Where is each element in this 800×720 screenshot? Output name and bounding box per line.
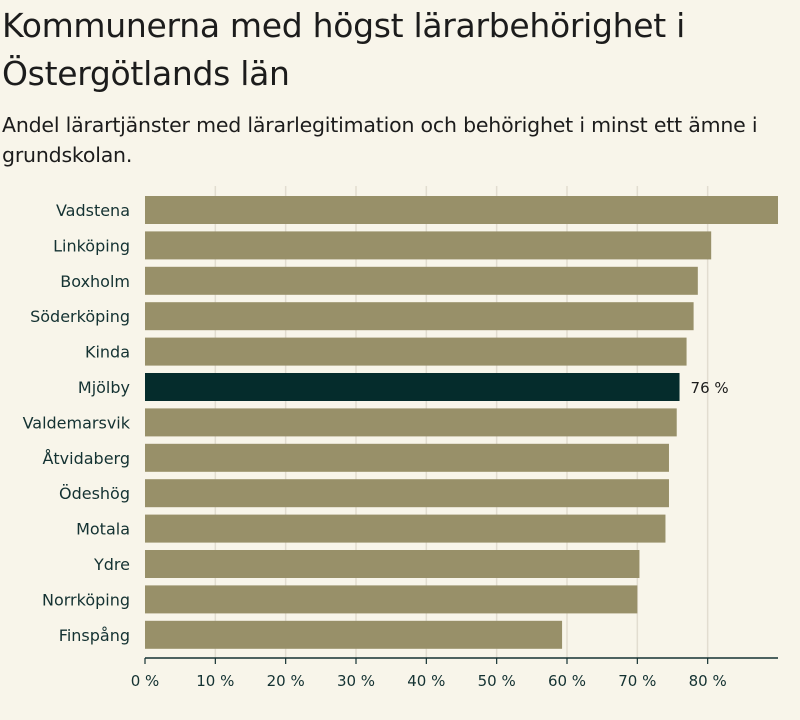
chart-title: Kommunerna med högst lärarbehörighet i Ö… — [2, 6, 685, 93]
category-label-finspang: Finspång — [59, 626, 130, 645]
category-label-linkoping: Linköping — [53, 236, 130, 255]
bar-mjolby — [145, 373, 680, 401]
x-tick-label: 20 % — [267, 672, 305, 690]
x-tick-label: 60 % — [548, 672, 586, 690]
bars — [145, 196, 778, 649]
x-tick-label: 80 % — [689, 672, 727, 690]
bar-valdemarsvik — [145, 408, 677, 437]
bar-atvidaberg — [145, 443, 669, 472]
bar-odeshog — [145, 479, 669, 508]
x-tick-label: 10 % — [196, 672, 234, 690]
category-label-norrkoping: Norrköping — [42, 590, 130, 609]
value-labels: 76 % — [691, 379, 729, 397]
bar-linkoping — [145, 231, 712, 260]
value-label-mjolby: 76 % — [691, 379, 729, 397]
category-label-boxholm: Boxholm — [60, 272, 130, 291]
bar-boxholm — [145, 266, 698, 295]
bar-motala — [145, 514, 666, 543]
category-label-vadstena: Vadstena — [56, 201, 130, 220]
x-axis: 0 % 10 % 20 % 30 % 40 % 50 % 60 % 70 % 80 % — [131, 657, 778, 690]
x-tick-label: 70 % — [618, 672, 656, 690]
chart-subtitle: Andel lärartjänster med lärarlegitimatio… — [2, 113, 758, 167]
category-label-odeshog: Ödeshög — [59, 484, 130, 503]
category-label-soderkoping: Söderköping — [30, 307, 130, 326]
bar-norrkoping — [145, 585, 638, 614]
x-tick-label: 0 % — [131, 672, 160, 690]
bar-finspang — [145, 620, 563, 649]
category-label-atvidaberg: Åtvidaberg — [42, 449, 130, 468]
chart-header: Kommunerna med högst lärarbehörighet i Ö… — [0, 0, 800, 170]
category-label-mjolby: Mjölby — [78, 378, 130, 397]
x-tick-label: 30 % — [337, 672, 375, 690]
category-labels: Vadstena Linköping Boxholm Söderköping Kinda… — [23, 201, 131, 645]
bar-soderkoping — [145, 302, 694, 331]
category-label-motala: Motala — [76, 520, 130, 539]
bar-kinda — [145, 337, 687, 366]
category-label-kinda: Kinda — [85, 343, 130, 362]
bar-vadstena — [145, 196, 778, 224]
category-label-valdemarsvik: Valdemarsvik — [23, 413, 131, 432]
x-tick-label: 50 % — [478, 672, 516, 690]
bar-ydre — [145, 550, 640, 578]
x-tick-label: 40 % — [407, 672, 445, 690]
category-label-ydre: Ydre — [93, 555, 130, 574]
